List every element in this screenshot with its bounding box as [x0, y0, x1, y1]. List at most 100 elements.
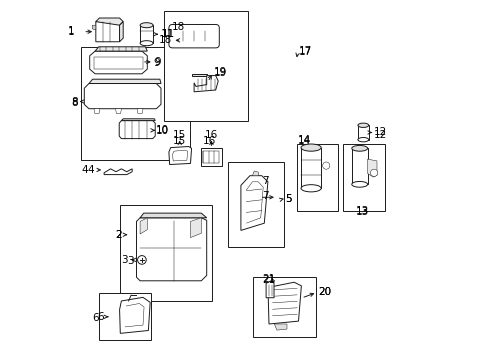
Text: 16: 16	[204, 130, 218, 140]
Text: 3: 3	[122, 255, 128, 265]
Polygon shape	[172, 150, 187, 161]
Bar	[179, 250, 201, 272]
Text: 10: 10	[155, 126, 168, 136]
Polygon shape	[121, 119, 155, 121]
Polygon shape	[95, 47, 147, 51]
Text: 18: 18	[158, 35, 171, 45]
Text: 21: 21	[261, 274, 274, 284]
Polygon shape	[120, 297, 150, 333]
Ellipse shape	[351, 145, 367, 151]
Text: 18: 18	[171, 22, 184, 32]
Ellipse shape	[357, 123, 368, 127]
Text: 8: 8	[71, 96, 78, 107]
Text: 8: 8	[71, 98, 78, 108]
Bar	[343, 144, 384, 211]
Text: 15: 15	[173, 130, 186, 140]
Text: 11: 11	[161, 29, 174, 39]
Ellipse shape	[140, 23, 153, 28]
Polygon shape	[84, 84, 161, 109]
Polygon shape	[119, 121, 155, 139]
Text: 2: 2	[115, 230, 121, 240]
Polygon shape	[94, 109, 100, 113]
Text: 20: 20	[318, 287, 331, 297]
Text: 9: 9	[153, 58, 160, 68]
Ellipse shape	[301, 185, 321, 192]
Bar	[99, 293, 151, 340]
Bar	[200, 148, 222, 166]
Polygon shape	[140, 25, 153, 43]
Text: 7: 7	[261, 176, 268, 186]
Polygon shape	[194, 76, 218, 92]
Polygon shape	[351, 148, 367, 184]
Bar	[91, 89, 155, 104]
Bar	[94, 57, 142, 69]
Ellipse shape	[140, 41, 153, 46]
Polygon shape	[265, 281, 273, 298]
Polygon shape	[140, 213, 206, 218]
Text: 15: 15	[172, 136, 185, 146]
Polygon shape	[89, 51, 147, 74]
Text: 5: 5	[285, 194, 291, 204]
Ellipse shape	[322, 162, 329, 169]
Ellipse shape	[301, 144, 321, 151]
Polygon shape	[268, 282, 301, 324]
Ellipse shape	[357, 138, 368, 142]
Polygon shape	[192, 74, 206, 76]
Text: 12: 12	[373, 127, 386, 138]
Text: 21: 21	[261, 275, 274, 285]
Polygon shape	[96, 18, 123, 25]
Polygon shape	[125, 303, 144, 327]
Text: 2: 2	[115, 230, 121, 240]
Ellipse shape	[370, 169, 377, 176]
Text: 4: 4	[81, 165, 88, 175]
Text: 13: 13	[355, 207, 368, 217]
Bar	[120, 205, 212, 301]
Text: 3: 3	[127, 256, 134, 266]
Polygon shape	[136, 218, 206, 281]
Text: 11: 11	[162, 29, 175, 39]
Polygon shape	[96, 22, 120, 42]
Bar	[253, 277, 316, 337]
Bar	[296, 144, 337, 211]
Text: 1: 1	[67, 26, 74, 36]
Text: 5: 5	[285, 194, 291, 204]
Text: 17: 17	[299, 46, 312, 56]
Text: 17: 17	[299, 47, 312, 57]
Text: 16: 16	[202, 136, 215, 146]
Polygon shape	[252, 171, 258, 176]
Text: 14: 14	[297, 135, 310, 145]
Ellipse shape	[351, 181, 367, 187]
Polygon shape	[367, 159, 376, 177]
Polygon shape	[104, 169, 132, 175]
Polygon shape	[137, 109, 142, 113]
Text: 10: 10	[156, 125, 169, 135]
Polygon shape	[168, 147, 191, 165]
Text: 20: 20	[318, 287, 331, 297]
Bar	[163, 11, 247, 121]
Polygon shape	[89, 79, 161, 84]
Bar	[228, 162, 284, 247]
Polygon shape	[357, 125, 368, 140]
Ellipse shape	[137, 256, 146, 264]
Polygon shape	[241, 176, 267, 230]
Polygon shape	[301, 148, 321, 188]
Text: 9: 9	[154, 57, 161, 67]
Text: 4: 4	[87, 165, 94, 175]
Polygon shape	[92, 25, 96, 30]
Text: 6: 6	[92, 312, 99, 323]
Bar	[81, 47, 190, 160]
Text: 1: 1	[67, 27, 74, 37]
Polygon shape	[140, 218, 147, 234]
Bar	[203, 151, 219, 163]
Text: 7: 7	[261, 191, 268, 201]
Polygon shape	[120, 22, 123, 42]
Text: 19: 19	[213, 67, 227, 77]
Text: 13: 13	[355, 206, 368, 216]
Polygon shape	[246, 182, 263, 223]
Polygon shape	[190, 218, 201, 238]
Text: 6: 6	[97, 312, 103, 322]
Text: 14: 14	[297, 136, 310, 146]
FancyBboxPatch shape	[168, 24, 219, 48]
Text: 19: 19	[213, 68, 227, 78]
Polygon shape	[115, 109, 121, 113]
